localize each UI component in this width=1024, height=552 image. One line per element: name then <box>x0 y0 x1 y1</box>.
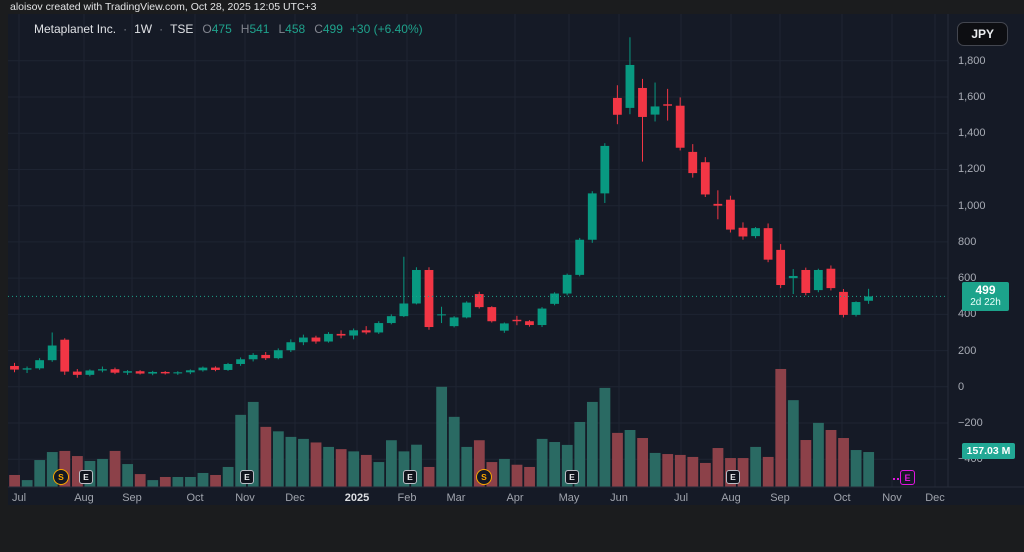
price-axis-label: 1,800 <box>958 54 986 67</box>
price-axis-label: 400 <box>958 308 977 321</box>
time-axis-label: Oct <box>833 492 851 504</box>
time-axis-label: Nov <box>882 492 902 504</box>
earnings-upcoming-badge[interactable]: E <box>893 470 915 485</box>
price-axis-label: −200 <box>958 417 983 430</box>
split-badge[interactable]: S <box>476 469 492 485</box>
attribution-text: aloisov created with TradingView.com, Oc… <box>10 1 317 13</box>
time-axis-label: Apr <box>506 492 524 504</box>
time-axis-label: Dec <box>285 492 305 504</box>
price-axis-label: 1,600 <box>958 91 986 104</box>
earnings-badge[interactable]: E <box>726 470 740 484</box>
time-axis-label: Dec <box>925 492 945 504</box>
earnings-badge[interactable]: E <box>565 470 579 484</box>
price-axis-label: 800 <box>958 235 977 248</box>
interval-label[interactable]: 1W <box>134 22 153 36</box>
time-axis-label: Nov <box>235 492 255 504</box>
time-axis-label: Jul <box>11 492 27 504</box>
bar-countdown: 2d 22h <box>970 297 1001 308</box>
candlestick-series <box>10 37 873 378</box>
price-axis-label: 600 <box>958 272 977 285</box>
currency-toggle-button[interactable]: JPY <box>957 22 1008 46</box>
price-axis-label: 0 <box>958 380 965 393</box>
earnings-badge[interactable]: E <box>403 470 417 484</box>
open-value: O475 <box>202 22 232 36</box>
time-axis-label: Jun <box>610 492 628 504</box>
symbol-title[interactable]: Metaplanet Inc. <box>34 22 117 36</box>
time-axis-label: Aug <box>721 492 741 504</box>
footer-bar: TradingView <box>0 505 1024 552</box>
price-axis-label: 1,000 <box>958 199 986 212</box>
legend-separator: · <box>123 22 128 36</box>
price-axis-label: 1,400 <box>958 127 986 140</box>
time-axis-label: Feb <box>397 492 417 504</box>
symbol-legend: Metaplanet Inc. · 1W · TSE O475 H541 L45… <box>34 22 423 36</box>
close-value: C499 <box>314 22 343 36</box>
time-axis-label: Mar <box>446 492 466 504</box>
grid <box>8 14 948 487</box>
split-badge[interactable]: S <box>53 469 69 485</box>
current-price-badge: 499 2d 22h <box>962 282 1009 311</box>
time-axis-label: May <box>558 492 580 504</box>
time-axis-label: Sep <box>122 492 142 504</box>
time-axis-label: Aug <box>74 492 94 504</box>
current-price-value: 499 <box>975 283 996 297</box>
time-axis-label: Jul <box>673 492 689 504</box>
earnings-badge[interactable]: E <box>240 470 254 484</box>
time-axis-label: 2025 <box>344 492 370 504</box>
price-axis-label: 1,200 <box>958 163 986 176</box>
change-value: +30 (+6.40%) <box>349 22 423 36</box>
low-value: L458 <box>278 22 306 36</box>
earnings-badge[interactable]: E <box>79 470 93 484</box>
volume-series <box>9 368 875 487</box>
legend-separator: · <box>159 22 164 36</box>
time-axis-label: Oct <box>186 492 204 504</box>
time-axis-label: Sep <box>770 492 790 504</box>
price-axis-label: 200 <box>958 344 977 357</box>
volume-value-badge: 157.03 M <box>962 443 1015 459</box>
chart-canvas[interactable] <box>8 14 1024 505</box>
exchange-label: TSE <box>170 22 194 36</box>
chart-pane: Metaplanet Inc. · 1W · TSE O475 H541 L45… <box>8 14 1024 505</box>
high-value: H541 <box>240 22 270 36</box>
